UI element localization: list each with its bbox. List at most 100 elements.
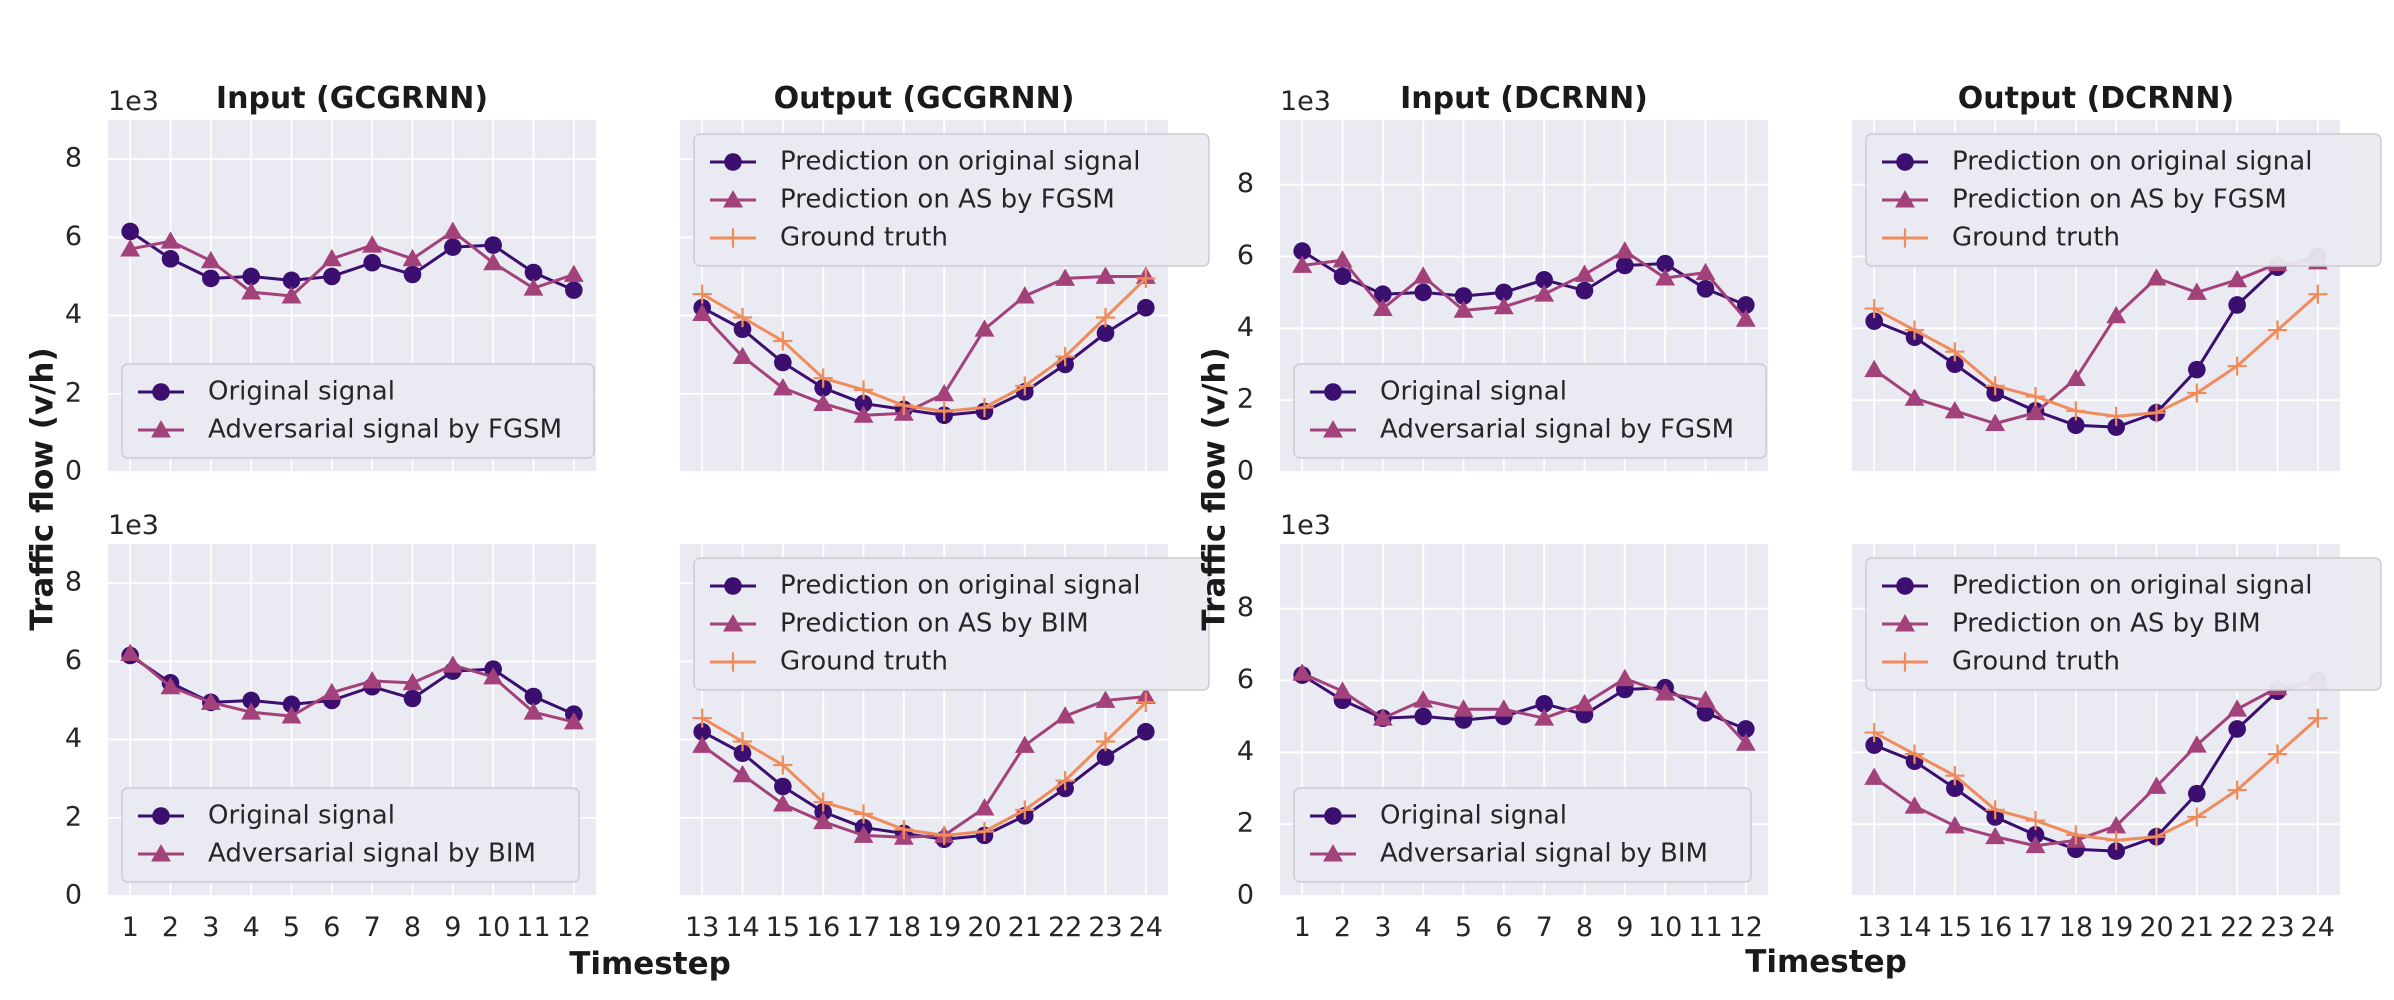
x-tick-label: 23 xyxy=(2260,912,2294,943)
data-point xyxy=(563,264,584,282)
data-point xyxy=(1096,748,1115,766)
legend: Prediction on original signal Prediction … xyxy=(693,133,1210,267)
legend-item: Ground truth xyxy=(1882,223,2120,253)
data-point xyxy=(2065,368,2086,387)
data-point xyxy=(723,228,743,248)
y-tick-label: 0 xyxy=(65,456,82,487)
data-point xyxy=(2227,780,2247,800)
data-point xyxy=(2227,269,2248,288)
legend-item: Ground truth xyxy=(710,223,948,253)
data-point xyxy=(1324,383,1342,401)
data-point xyxy=(1535,695,1553,713)
y-tick-label: 4 xyxy=(65,299,82,330)
x-tick-label: 4 xyxy=(243,912,260,943)
y-axis-label-right: Traffic flow (v/h) xyxy=(1197,347,1233,630)
legend-label: Prediction on original signal xyxy=(780,571,1140,601)
legend-item: Ground truth xyxy=(710,647,948,677)
data-point xyxy=(1575,281,1594,300)
x-tick-label: 23 xyxy=(1088,912,1122,943)
chart-panel: Output (GCGRNN) Prediction on original si… xyxy=(680,81,1210,473)
data-point xyxy=(1737,720,1755,738)
data-point xyxy=(1944,816,1965,834)
y-tick-label: 6 xyxy=(1237,240,1254,271)
legend-label: Ground truth xyxy=(1952,223,2120,253)
data-point xyxy=(1946,355,1964,374)
data-point xyxy=(1864,298,1884,319)
y-tick-label: 8 xyxy=(65,567,82,598)
data-point xyxy=(160,676,181,695)
data-point xyxy=(160,231,181,249)
data-point xyxy=(773,331,793,351)
data-point xyxy=(1323,420,1343,438)
legend: Original signal Adversarial signal by BIM xyxy=(1293,787,1752,883)
legend: Original signal Adversarial signal by BIM xyxy=(121,787,580,883)
x-tick-label: 5 xyxy=(283,912,300,943)
y-tick-label: 2 xyxy=(65,801,82,832)
data-point xyxy=(853,380,874,400)
data-point xyxy=(1895,652,1915,672)
legend-label: Adversarial signal by BIM xyxy=(1380,839,1708,869)
data-point xyxy=(1904,744,1925,764)
data-point xyxy=(1864,359,1885,378)
data-point xyxy=(161,250,180,268)
data-point xyxy=(1414,707,1432,726)
y-tick-label: 6 xyxy=(65,645,82,676)
data-point xyxy=(1865,736,1883,754)
x-tick-label: 11 xyxy=(516,912,550,943)
y-scale-exponent: 1e3 xyxy=(1280,86,1331,117)
data-point xyxy=(813,368,833,388)
data-point xyxy=(1095,690,1116,708)
legend-item: Prediction on AS by BIM xyxy=(710,609,1089,639)
data-point xyxy=(2308,284,2328,304)
legend: Original signal Adversarial signal by FGS… xyxy=(121,363,595,459)
data-point xyxy=(2267,320,2288,340)
data-point xyxy=(1324,807,1342,825)
data-point xyxy=(1574,264,1595,282)
data-point xyxy=(442,655,463,673)
data-point xyxy=(444,238,462,256)
x-tick-label: 18 xyxy=(887,912,921,943)
series-circle xyxy=(1865,247,2327,436)
data-point xyxy=(1864,767,1885,785)
data-point xyxy=(2188,360,2206,379)
data-point xyxy=(1896,153,1914,171)
data-point xyxy=(894,395,914,416)
legend-box xyxy=(1293,363,1767,459)
data-point xyxy=(1735,309,1756,327)
data-point xyxy=(1454,287,1473,305)
data-point xyxy=(2146,827,2167,847)
data-point xyxy=(524,687,543,706)
data-point xyxy=(403,265,422,284)
data-point xyxy=(772,794,793,812)
data-point xyxy=(732,731,753,752)
data-point xyxy=(693,722,711,741)
y-tick-label: 0 xyxy=(1237,880,1254,911)
data-point xyxy=(2227,699,2248,717)
x-axis-label-left: Timestep xyxy=(569,946,731,982)
data-point xyxy=(2188,784,2206,803)
data-point xyxy=(814,379,832,397)
data-point xyxy=(402,672,423,691)
data-point xyxy=(483,667,504,685)
x-tick-label: 3 xyxy=(1374,912,1391,943)
data-point xyxy=(2107,842,2125,860)
x-tick-label: 24 xyxy=(1129,912,1163,943)
y-scale-exponent: 1e3 xyxy=(1280,510,1331,541)
legend-label: Prediction on original signal xyxy=(1952,147,2312,177)
data-point xyxy=(974,821,995,842)
data-point xyxy=(1985,826,2006,845)
x-tick-label: 12 xyxy=(557,912,591,943)
data-point xyxy=(1945,342,1965,362)
data-point xyxy=(1453,300,1474,318)
data-point xyxy=(1534,284,1555,302)
data-point xyxy=(2308,708,2328,728)
x-axis-label-right: Timestep xyxy=(1745,944,1907,980)
series-triangle xyxy=(692,686,1156,845)
chart-panel: 0 2 4 6 8 1e3 Input (GCGRNN) Original signal Adv… xyxy=(65,81,596,487)
chart-panel: 13 14 15 16 17 18 19 20 21 22 23 24 Prediction on or… xyxy=(1852,544,2382,943)
data-point xyxy=(1574,693,1595,712)
x-tick-label: 16 xyxy=(1978,912,2012,943)
chart-panel: 0 2 4 6 8 1e3 Input (DCRNN) Original signal Adve… xyxy=(1237,81,1768,487)
